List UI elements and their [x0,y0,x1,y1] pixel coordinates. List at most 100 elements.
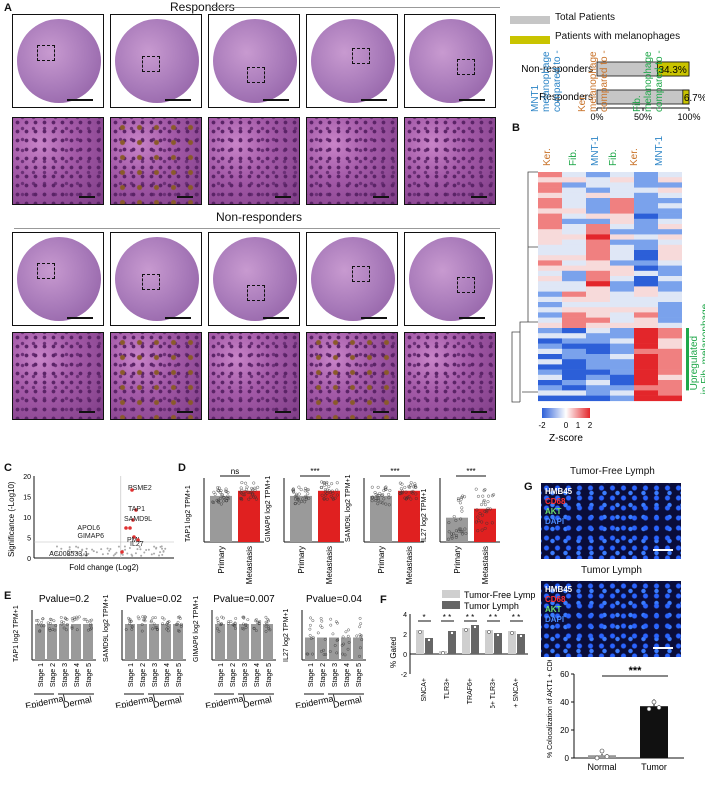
legend-label: Tumor Lymph [464,601,519,611]
y-tick-label: 5 [27,536,31,543]
data-point [376,496,380,500]
heatmap-cell [634,286,658,292]
tissue-zoom-image [404,332,496,420]
data-point [242,615,246,619]
group-label: Dermal [242,694,272,708]
data-point [240,491,244,495]
heatmap-cell [538,302,562,308]
gene-label: AC008533.1 [49,551,88,558]
data-point [219,489,223,493]
heatmap-cell [658,270,682,277]
data-point [376,502,380,506]
heatmap-cell [610,203,634,209]
volcano-point [117,545,120,548]
data-point [452,515,456,519]
data-point [247,497,251,501]
data-point [54,624,58,628]
group-label: Dermal [152,694,182,708]
heatmap-cell [634,192,658,199]
data-point [325,497,329,501]
heatmap-cell [610,229,634,235]
bar [318,490,340,542]
heatmap-cell [538,359,562,365]
data-point [459,497,463,501]
heatmap-cell [658,177,682,183]
data-point [482,498,486,502]
data-point [217,489,221,493]
column-group-header: melanophage [588,51,599,112]
heatmap-cell [610,317,634,324]
data-point [476,515,480,519]
nonresponders-title: Non-responders [216,210,303,224]
if-title-tumor: Tumor Lymph [581,565,642,576]
data-point [153,626,157,630]
heatmap-cell [634,224,658,230]
data-point [409,497,413,501]
heatmap-cell [610,182,634,188]
heatmap-cell [562,343,586,350]
panel-g-label: G [524,481,533,493]
volcano-point [159,551,162,554]
data-point [304,486,308,490]
gene-point [131,518,135,522]
volcano-point [134,552,137,555]
heatmap-cell [634,302,658,308]
x-tick-label: Stage 3 [152,663,159,687]
heatmap-cell [538,322,562,329]
data-point [176,620,180,624]
heatmap-cell [586,239,610,246]
y-tick-label: 15 [23,495,31,502]
heatmap-cell [610,395,634,402]
heatmap-cell [658,208,682,214]
bar [239,624,249,660]
heatmap-cell [562,359,586,365]
data-point [152,622,156,626]
heatmap-cell [658,244,682,251]
volcano-point [150,553,153,556]
column-group-header: melanophage [541,51,552,112]
heatmap-cell [538,276,562,282]
tissue-core [213,237,297,321]
volcano-point [130,553,133,556]
data-point [162,617,166,621]
heatmap-cell [562,380,586,386]
data-point [304,497,308,501]
heatmap-cell [634,213,658,220]
volcano-point [139,548,142,551]
data-point [264,615,268,619]
data-point [485,521,489,525]
x-tick-label: SNCA+ [421,678,428,702]
data-point [476,494,480,498]
data-point [324,493,328,497]
heatmap-cell [586,182,610,188]
heatmap-cell [610,380,634,386]
heatmap-cell [562,239,586,246]
tissue-core-image [306,232,398,326]
data-point [88,624,92,628]
data-point [244,481,248,485]
x-tick-label: Stage 5 [86,663,93,687]
bar [640,706,668,758]
heatmap-cell [562,354,586,360]
data-point [241,626,244,630]
heatmap-cell [610,390,634,396]
heatmap-cell [634,348,658,355]
heatmap-cell [538,198,562,204]
data-point [253,486,257,490]
data-point [59,616,63,619]
data-point [490,521,494,525]
x-tick-label: 0% [590,112,603,122]
x-axis-label: Fold change (Log2) [69,563,139,572]
scale-bar [263,99,289,101]
y-axis-label: IL27 log2 TPM+1 [421,489,428,542]
data-point [252,626,256,630]
data-point [264,620,268,624]
volcano-point [112,554,115,557]
heatmap-cell [562,296,586,303]
data-point [300,499,304,503]
volcano-point [68,546,71,549]
heatmap-cell [538,296,562,303]
data-point [154,616,157,620]
pvalue-label: Pvalue=0.04 [306,594,362,605]
heatmap-cell [586,291,610,298]
